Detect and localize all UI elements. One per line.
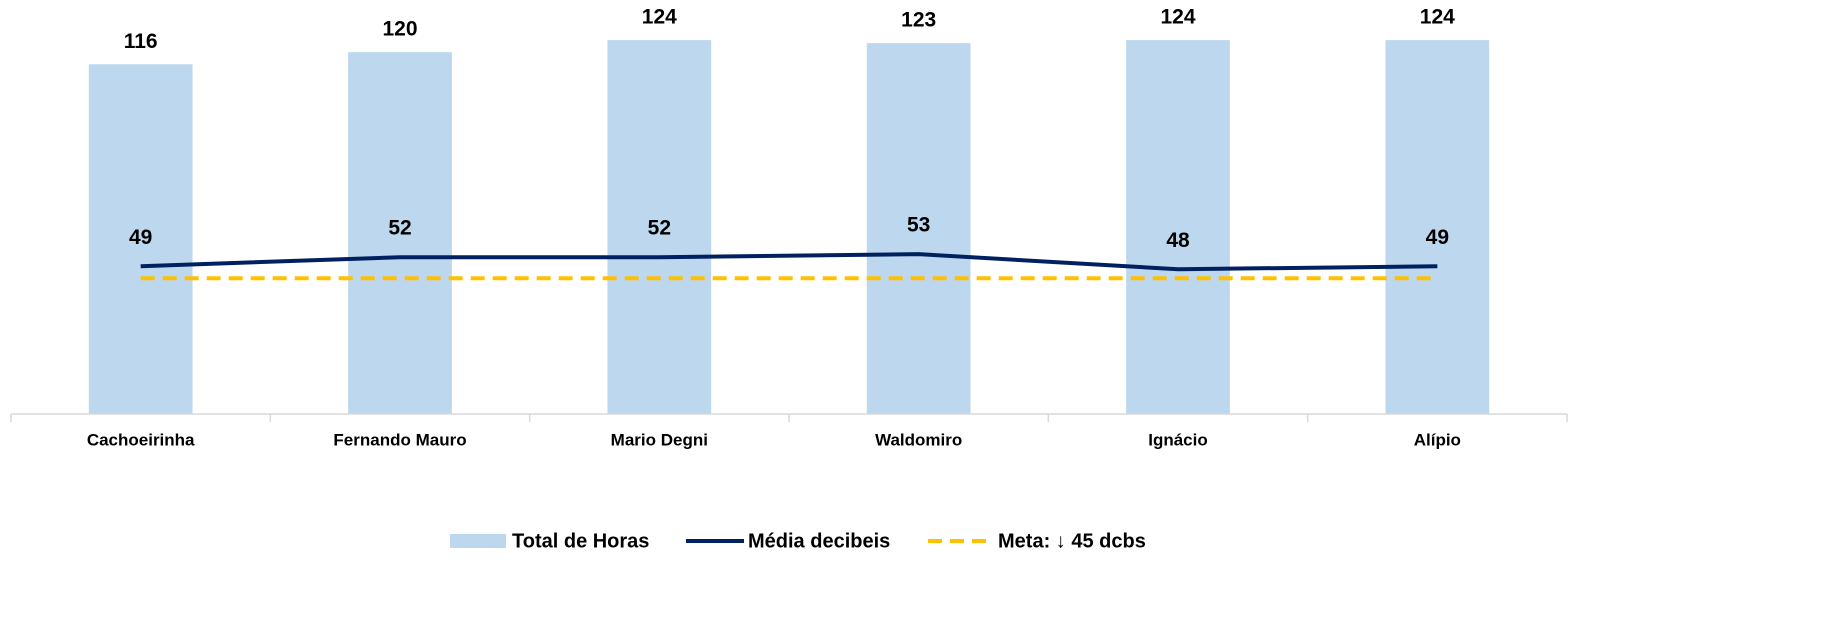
legend-swatch — [450, 534, 506, 548]
bar — [866, 43, 971, 414]
bar-value-label: 124 — [642, 6, 677, 29]
legend-label: Meta: ↓ 45 dcbs — [998, 530, 1146, 552]
line-value-label: 52 — [388, 217, 411, 240]
line-value-label: 52 — [648, 217, 671, 240]
x-tick-label: Fernando Mauro — [333, 430, 466, 449]
bar-value-label: 120 — [382, 18, 417, 41]
bar — [1126, 40, 1230, 414]
bar — [348, 52, 452, 415]
bar — [88, 64, 193, 414]
legend-label: Média decibeis — [748, 530, 890, 552]
line — [140, 252, 1438, 272]
bar-value-label: 124 — [1420, 6, 1455, 29]
x-tick-label: Cachoeirinha — [87, 430, 195, 449]
line-value-label: 49 — [1426, 226, 1449, 249]
x-tick-label: Mario Degni — [611, 430, 708, 449]
legend-label: Total de Horas — [512, 530, 649, 552]
x-tick-label: Alípio — [1414, 430, 1461, 449]
bar — [607, 40, 712, 414]
x-tick-label: Waldomiro — [875, 430, 962, 449]
bar — [1385, 40, 1490, 414]
bar-value-label: 123 — [901, 9, 936, 32]
line-value-label: 49 — [129, 226, 152, 249]
line-value-label: 53 — [907, 214, 930, 237]
bar-value-label: 124 — [1160, 6, 1195, 29]
line-value-label: 48 — [1166, 229, 1190, 252]
bar-value-label: 116 — [124, 30, 158, 53]
x-tick-label: Ignácio — [1148, 430, 1208, 449]
